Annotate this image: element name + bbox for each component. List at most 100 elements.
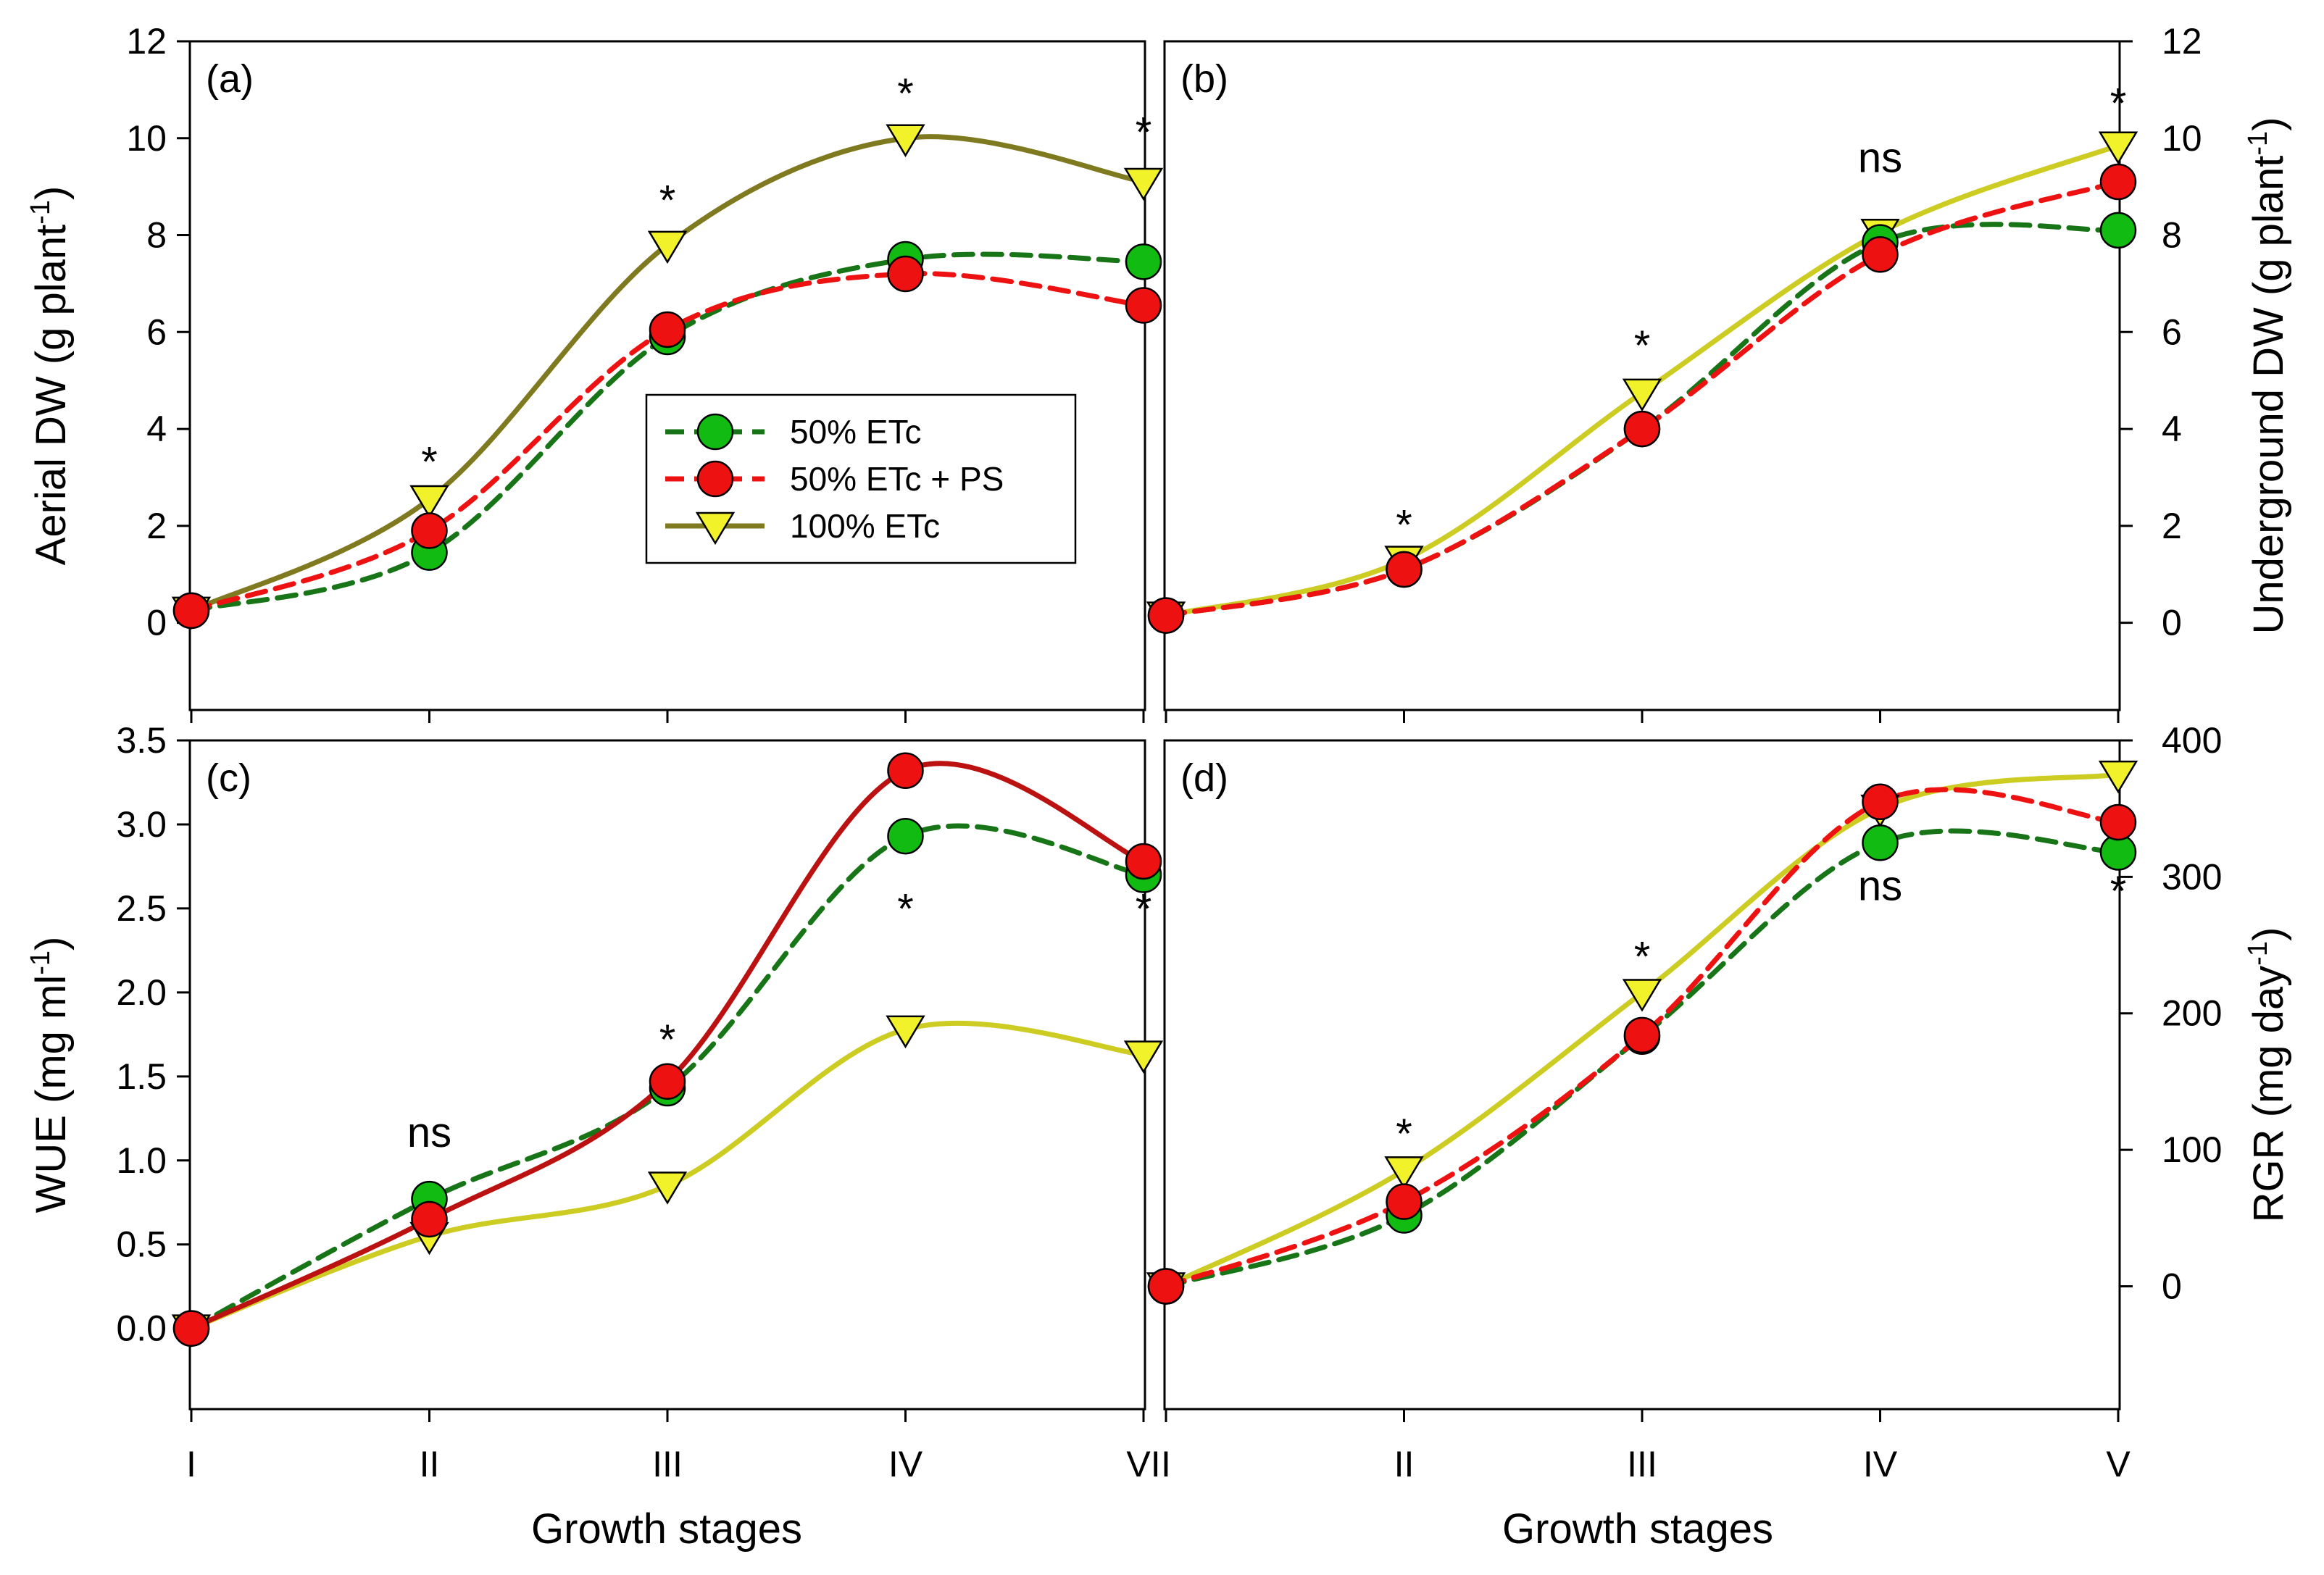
marker-d-s1-p0 xyxy=(1147,1268,1185,1305)
y-tick-label-d-3: 300 xyxy=(2162,856,2222,897)
marker-d-s1-p1 xyxy=(1386,1183,1423,1220)
legend-marker-1 xyxy=(696,460,734,498)
marker-d-s1-p4 xyxy=(2099,803,2137,841)
y-axis-title-b: Underground DW (g plant-1) xyxy=(2243,117,2292,634)
marker-d-s1-p3 xyxy=(1862,783,1899,821)
y-axis-title-tail-d: ) xyxy=(2245,927,2292,941)
marker-b-s2-p2 xyxy=(1622,378,1662,412)
series-line-d-0 xyxy=(1163,828,2121,1289)
y-tick-label-b-2: 4 xyxy=(2162,409,2182,449)
marker-b-s2-p4 xyxy=(2098,131,2138,164)
y-axis-title-main-b: Underground DW (g plant xyxy=(2245,156,2292,635)
annotation-b-0: * xyxy=(1396,501,1412,548)
annotation-a-3: * xyxy=(1136,109,1152,156)
x-tick-label-d-4: V xyxy=(2106,1444,2131,1484)
y-tick-label-b-6: 12 xyxy=(2162,21,2202,62)
legend: 50% ETc 50% ETc + PS 100% ETc xyxy=(645,393,1077,564)
marker-b-s1-p1 xyxy=(1386,551,1423,588)
y-tick-label-a-4: 8 xyxy=(146,215,167,256)
panel-label-c: (c) xyxy=(206,756,251,800)
annotation-b-3: * xyxy=(2110,80,2127,128)
legend-label-2: 100% ETc xyxy=(790,507,940,545)
y-axis-title-d: RGR (mg day-1) xyxy=(2243,927,2292,1223)
legend-label-0: 50% ETc xyxy=(790,413,922,451)
y-axis-title-tail-b: ) xyxy=(2245,117,2292,130)
marker-b-s1-p0 xyxy=(1147,597,1185,634)
annotation-a-0: * xyxy=(421,439,438,486)
annotation-a-2: * xyxy=(897,70,914,117)
y-tick-label-a-0: 0 xyxy=(146,603,167,643)
annotation-d-3: * xyxy=(2110,868,2127,915)
annotation-d-2: ns xyxy=(1858,862,1902,909)
y-tick-label-d-1: 100 xyxy=(2162,1129,2222,1170)
y-tick-label-c-1: 0.5 xyxy=(116,1224,167,1265)
panel-label-d: (d) xyxy=(1180,756,1228,800)
y-tick-label-a-3: 6 xyxy=(146,312,167,352)
x-tick-label-d-0: I xyxy=(1161,1444,1171,1484)
panel-label-b: (b) xyxy=(1180,57,1228,101)
y-tick-label-b-4: 8 xyxy=(2162,215,2182,256)
marker-c-s2-p3 xyxy=(886,1015,925,1049)
y-axis-title-sup-d: -1 xyxy=(2243,941,2273,966)
x-tick-label-c-2: III xyxy=(652,1444,683,1484)
plot-frame-b xyxy=(1163,40,2121,711)
legend-label-1: 50% ETc + PS xyxy=(790,460,1004,498)
plot-frame-a xyxy=(188,40,1146,711)
x-tick-label-d-3: IV xyxy=(1863,1444,1898,1484)
marker-d-s0-p3 xyxy=(1862,824,1899,861)
series-line-d-1 xyxy=(1163,787,2121,1289)
y-tick-label-c-5: 2.5 xyxy=(116,888,167,929)
x-tick-label-d-1: II xyxy=(1394,1444,1415,1484)
x-axis-title-right: Growth stages xyxy=(1502,1505,1773,1553)
marker-d-s2-p4 xyxy=(2098,760,2138,794)
y-tick-label-b-0: 0 xyxy=(2162,603,2182,643)
y-axis-title-tail-c: ) xyxy=(28,937,75,951)
y-axis-title-c: WUE (mg ml-1) xyxy=(25,937,75,1213)
marker-a-s1-p3 xyxy=(887,255,924,293)
marker-c-s1-p3 xyxy=(887,752,924,789)
annotation-d-0: * xyxy=(1396,1111,1412,1158)
marker-b-s1-p2 xyxy=(1623,410,1661,448)
series-line-a-2 xyxy=(188,134,1146,614)
marker-c-s1-p1 xyxy=(411,1200,448,1238)
x-tick-label-c-3: IV xyxy=(888,1444,923,1484)
marker-b-s0-p4 xyxy=(2099,212,2137,249)
legend-marker-2 xyxy=(695,511,736,546)
annotation-b-2: ns xyxy=(1858,135,1902,182)
marker-d-s2-p2 xyxy=(1622,979,1662,1012)
y-tick-label-a-6: 12 xyxy=(126,21,167,62)
marker-a-s2-p4 xyxy=(1123,167,1164,201)
marker-c-s1-p2 xyxy=(649,1063,686,1100)
y-tick-label-c-6: 3.0 xyxy=(116,804,167,845)
legend-marker-0 xyxy=(696,413,734,451)
x-tick-label-d-2: III xyxy=(1627,1444,1657,1484)
y-tick-label-d-4: 400 xyxy=(2162,720,2222,761)
marker-a-s1-p4 xyxy=(1125,287,1162,324)
y-tick-label-c-3: 1.5 xyxy=(116,1056,167,1097)
y-tick-label-d-0: 0 xyxy=(2162,1266,2182,1306)
marker-c-s2-p2 xyxy=(647,1171,688,1205)
marker-d-s2-p1 xyxy=(1384,1156,1424,1190)
marker-b-s1-p3 xyxy=(1862,236,1899,273)
marker-c-s0-p3 xyxy=(887,817,924,855)
y-axis-title-main-c: WUE (mg ml xyxy=(28,975,75,1213)
y-tick-label-c-7: 3.5 xyxy=(116,720,167,761)
y-tick-label-b-5: 10 xyxy=(2162,118,2202,159)
marker-c-s1-p0 xyxy=(172,1310,210,1347)
annotation-a-1: * xyxy=(659,177,676,224)
y-tick-label-a-2: 4 xyxy=(146,409,167,449)
y-tick-label-c-2: 1.0 xyxy=(116,1140,167,1181)
series-line-c-1 xyxy=(188,761,1146,1332)
y-axis-title-tail-a: ) xyxy=(28,186,75,200)
annotation-c-0: ns xyxy=(407,1109,451,1156)
annotation-c-2: * xyxy=(897,885,914,932)
y-tick-label-c-0: 0.0 xyxy=(116,1308,167,1349)
x-axis-title-left: Growth stages xyxy=(531,1505,802,1553)
annotation-d-1: * xyxy=(1634,933,1651,980)
y-tick-label-a-1: 2 xyxy=(146,506,167,546)
plot-frame-d xyxy=(1163,739,2121,1411)
y-tick-label-b-1: 2 xyxy=(2162,506,2182,546)
